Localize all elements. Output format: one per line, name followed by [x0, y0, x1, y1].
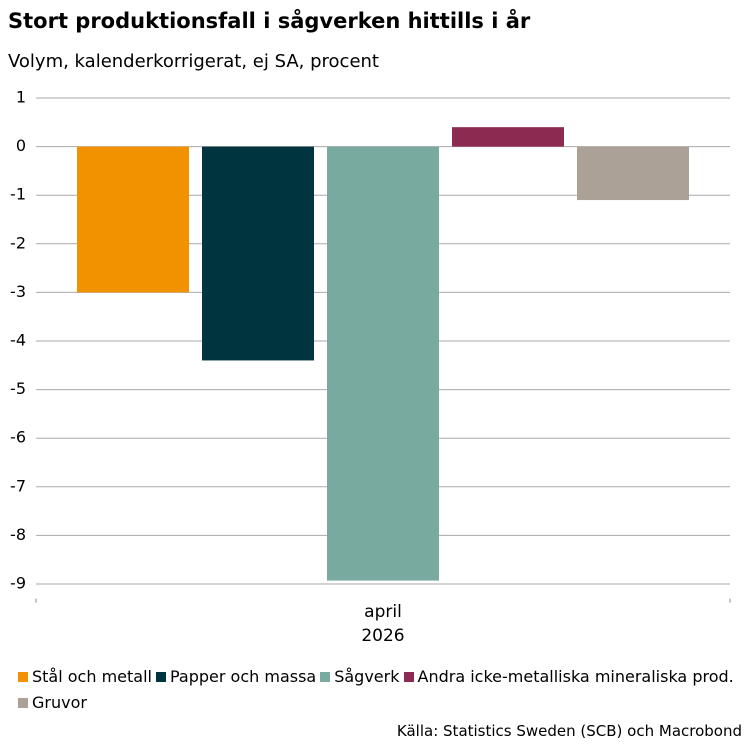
- y-tick-label: -4: [10, 331, 26, 350]
- legend-item: Sågverk: [320, 664, 400, 690]
- legend-label: Gruvor: [32, 693, 87, 712]
- y-tick-label: -1: [10, 185, 26, 204]
- y-tick-label: 1: [16, 88, 26, 107]
- y-tick-label: -7: [10, 476, 26, 495]
- legend-swatch: [320, 672, 331, 682]
- legend-swatch: [18, 672, 28, 682]
- legend-item: Gruvor: [18, 690, 87, 716]
- y-tick-label: -3: [10, 282, 26, 301]
- y-tick-label: -8: [10, 525, 26, 544]
- chart-subtitle: Volym, kalenderkorrigerat, ej SA, procen…: [8, 51, 379, 72]
- legend-label: Sågverk: [334, 667, 400, 686]
- bar: [577, 146, 689, 201]
- x-tick-label: april 2026: [361, 602, 405, 646]
- legend-label: Papper och massa: [169, 667, 317, 686]
- legend-swatch: [18, 698, 28, 708]
- y-tick-label: -9: [10, 574, 26, 593]
- legend: Stål och metall Papper och massa Sågverk An…: [18, 664, 754, 716]
- y-tick-label: -5: [10, 379, 26, 398]
- y-tick-label: -2: [10, 233, 26, 252]
- bar: [77, 146, 189, 293]
- y-tick-label: -6: [10, 428, 26, 447]
- bar: [452, 127, 564, 147]
- legend-label: Andra icke-metalliska mineraliska prod.: [417, 667, 734, 686]
- source: Källa: Statistics Sweden (SCB) och Macro…: [396, 722, 742, 740]
- legend-swatch: [155, 672, 166, 682]
- chart-title: Stort produktionsfall i sågverken hittil…: [8, 8, 531, 33]
- bar: [327, 146, 439, 581]
- legend-item: Andra icke-metalliska mineraliska prod.: [403, 664, 734, 690]
- legend-item: Stål och metall: [18, 664, 152, 690]
- y-tick-label: 0: [16, 136, 26, 155]
- legend-item: Papper och massa: [155, 664, 317, 690]
- legend-swatch: [403, 672, 414, 682]
- bar: [202, 146, 314, 361]
- legend-label: Stål och metall: [32, 667, 152, 686]
